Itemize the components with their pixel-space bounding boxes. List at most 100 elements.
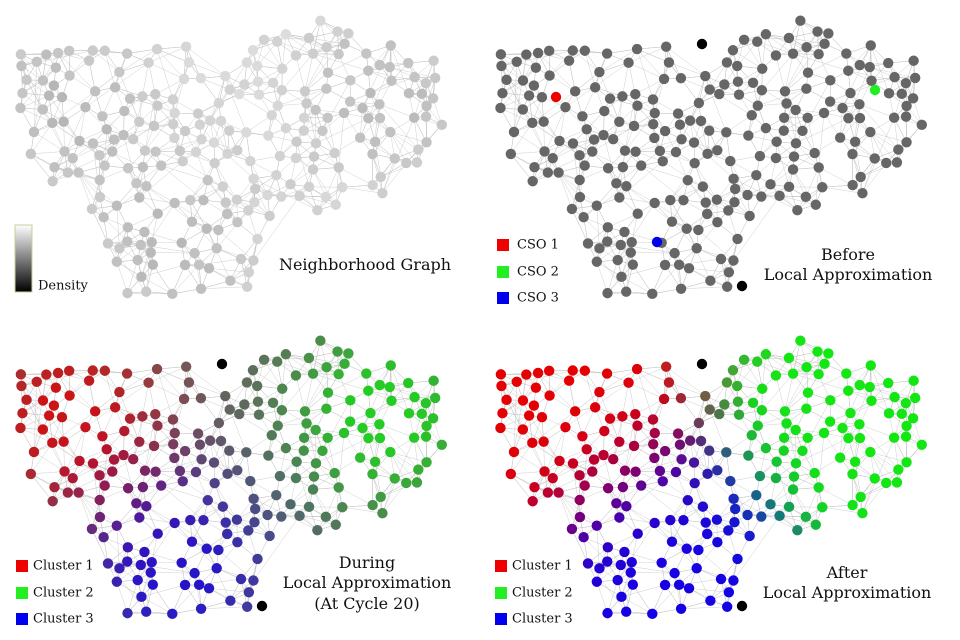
edge — [761, 34, 767, 69]
edge — [654, 202, 699, 231]
edge — [607, 213, 638, 228]
node — [630, 88, 641, 100]
node — [865, 40, 876, 51]
node — [102, 558, 114, 569]
node — [632, 100, 643, 111]
node — [363, 385, 374, 396]
node — [539, 146, 550, 157]
node — [797, 125, 808, 137]
edge — [229, 89, 247, 133]
node — [137, 161, 149, 173]
node — [523, 90, 535, 101]
node — [587, 146, 598, 157]
node — [669, 247, 680, 259]
node — [99, 45, 111, 56]
node — [47, 176, 58, 187]
edge — [57, 372, 96, 412]
node — [429, 72, 441, 84]
edge — [732, 50, 763, 69]
node — [122, 222, 134, 233]
node — [64, 70, 75, 81]
node — [97, 111, 108, 122]
edge — [522, 52, 539, 81]
node — [723, 267, 735, 278]
node — [420, 111, 432, 122]
node — [891, 157, 903, 168]
edge — [30, 442, 53, 475]
edge — [139, 517, 175, 524]
edge — [214, 483, 238, 520]
edge — [216, 568, 254, 581]
node — [542, 167, 554, 178]
node — [788, 151, 800, 162]
edge — [190, 519, 207, 549]
edge — [500, 54, 524, 81]
edge — [374, 141, 381, 177]
edge — [148, 46, 187, 63]
edge — [338, 487, 373, 506]
node — [693, 97, 705, 109]
edge — [123, 454, 137, 504]
edge — [315, 437, 369, 464]
edge — [635, 78, 665, 95]
node — [900, 111, 912, 122]
edge — [67, 492, 100, 501]
node — [343, 28, 354, 39]
node — [241, 57, 253, 68]
node — [411, 157, 423, 168]
node — [672, 108, 684, 119]
node — [143, 57, 154, 68]
edge — [558, 172, 597, 206]
node — [132, 254, 143, 266]
node — [658, 73, 670, 85]
node — [374, 379, 385, 391]
node — [17, 87, 28, 99]
node — [243, 267, 255, 278]
node — [651, 236, 663, 248]
edge — [299, 515, 336, 525]
edge — [104, 129, 107, 166]
edge — [206, 548, 231, 601]
edge — [155, 78, 185, 95]
node — [321, 362, 332, 373]
node — [307, 48, 319, 59]
edge — [584, 50, 596, 88]
node — [547, 152, 558, 164]
edge — [69, 370, 93, 396]
edge — [537, 52, 576, 92]
edge — [558, 172, 573, 209]
node — [783, 32, 795, 44]
node — [25, 148, 37, 160]
node — [617, 161, 629, 173]
edge — [172, 584, 200, 614]
edge — [572, 50, 600, 73]
node — [614, 192, 625, 203]
node — [813, 162, 824, 173]
node — [111, 200, 122, 211]
edge — [33, 54, 47, 133]
edge — [188, 382, 226, 397]
node — [721, 57, 733, 68]
edge — [144, 112, 175, 151]
edge — [299, 195, 336, 205]
node — [377, 187, 388, 199]
edge — [172, 264, 186, 294]
node — [517, 75, 529, 86]
node — [274, 150, 286, 162]
edge — [668, 62, 706, 77]
edge — [870, 131, 898, 163]
node — [365, 87, 376, 99]
node — [231, 194, 243, 205]
node — [619, 226, 630, 238]
node — [252, 233, 263, 245]
edge — [686, 228, 711, 281]
node — [889, 71, 900, 83]
node — [704, 125, 715, 136]
node — [591, 200, 602, 211]
edge — [268, 105, 279, 136]
node — [538, 116, 549, 127]
node — [193, 259, 205, 271]
node — [628, 120, 640, 132]
edge — [666, 46, 706, 77]
edge — [141, 276, 173, 295]
